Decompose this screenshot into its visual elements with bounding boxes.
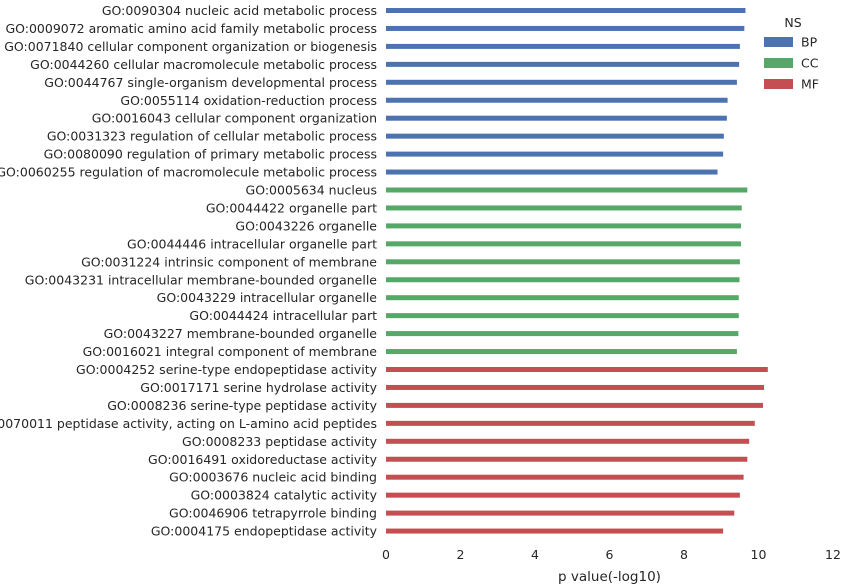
bar-9: [386, 151, 724, 157]
bar-19: [386, 331, 739, 337]
bar-22: [386, 384, 765, 390]
category-label-29: GO:0046906 tetrapyrrole binding: [169, 506, 377, 521]
bar-7: [386, 115, 727, 121]
bar-11: [386, 187, 748, 193]
category-label-15: GO:0031224 intrinsic component of membra…: [81, 254, 377, 269]
x-tick-label-12: 12: [825, 547, 841, 562]
legend-label-bp: BP: [801, 35, 818, 50]
category-label-22: GO:0017171 serine hydrolase activity: [140, 380, 377, 395]
bar-27: [386, 474, 744, 480]
bar-17: [386, 295, 739, 301]
x-tick-label-6: 6: [606, 547, 614, 562]
bar-3: [386, 43, 740, 49]
category-label-18: GO:0044424 intracellular part: [189, 308, 377, 323]
category-label-27: GO:0003676 nucleic acid binding: [169, 470, 377, 485]
legend-title: NS: [784, 15, 801, 30]
bar-18: [386, 313, 739, 319]
bar-26: [386, 456, 748, 462]
legend: NS BP CC MF: [764, 15, 819, 92]
bars-group: [386, 8, 768, 534]
x-tick-label-4: 4: [531, 547, 539, 562]
legend-label-cc: CC: [801, 56, 819, 71]
bar-5: [386, 79, 737, 85]
bar-13: [386, 223, 741, 229]
category-label-30: GO:0004175 endopeptidase activity: [151, 524, 378, 539]
bar-6: [386, 97, 728, 103]
bar-29: [386, 510, 735, 516]
category-label-5: GO:0044767 single-organism developmental…: [44, 75, 377, 90]
category-label-16: GO:0043231 intracellular membrane-bounde…: [25, 272, 378, 287]
category-label-6: GO:0055114 oxidation-reduction process: [120, 93, 377, 108]
bar-2: [386, 25, 745, 31]
bar-30: [386, 528, 724, 534]
x-tick-label-2: 2: [457, 547, 465, 562]
category-label-10: GO:0060255 regulation of macromolecule m…: [0, 165, 377, 180]
bar-24: [386, 420, 755, 426]
legend-items: BP CC MF: [764, 35, 819, 92]
x-axis-title: p value(-log10): [558, 569, 661, 585]
category-label-14: GO:0044446 intracellular organelle part: [127, 236, 377, 251]
category-labels: GO:0090304 nucleic acid metabolic proces…: [0, 3, 378, 539]
bar-8: [386, 133, 724, 139]
category-label-17: GO:0043229 intracellular organelle: [157, 290, 378, 305]
x-axis-ticks: 0 2 4 6 8 10 12: [382, 547, 841, 562]
legend-swatch-mf: [764, 79, 793, 89]
category-label-12: GO:0044422 organelle part: [206, 200, 377, 215]
category-label-25: GO:0008233 peptidase activity: [182, 434, 378, 449]
category-label-4: GO:0044260 cellular macromolecule metabo…: [30, 57, 377, 72]
bar-15: [386, 259, 740, 265]
category-label-7: GO:0016043 cellular component organizati…: [92, 111, 377, 126]
category-label-13: GO:0043226 organelle: [235, 218, 377, 233]
x-tick-label-0: 0: [382, 547, 390, 562]
bar-4: [386, 61, 740, 67]
category-label-3: GO:0071840 cellular component organizati…: [4, 39, 377, 54]
category-label-23: GO:0008236 serine-type peptidase activit…: [107, 398, 377, 413]
bar-14: [386, 241, 741, 247]
category-label-11: GO:0005634 nucleus: [246, 183, 377, 198]
bar-21: [386, 367, 768, 372]
category-label-1: GO:0090304 nucleic acid metabolic proces…: [102, 3, 377, 18]
bar-23: [386, 402, 763, 408]
bar-1: [386, 8, 746, 13]
bar-10: [386, 169, 718, 175]
category-label-24: GO:0070011 peptidase activity, acting on…: [0, 416, 377, 431]
category-label-26: GO:0016491 oxidoreductase activity: [148, 452, 378, 467]
category-label-28: GO:0003824 catalytic activity: [191, 488, 378, 503]
bar-12: [386, 205, 742, 211]
category-label-9: GO:0080090 regulation of primary metabol…: [44, 147, 377, 162]
bar-28: [386, 492, 740, 498]
legend-swatch-bp: [764, 37, 793, 47]
category-label-8: GO:0031323 regulation of cellular metabo…: [47, 129, 377, 144]
category-label-19: GO:0043227 membrane-bounded organelle: [104, 326, 378, 341]
x-tick-label-8: 8: [680, 547, 688, 562]
bar-20: [386, 349, 737, 355]
bar-25: [386, 438, 750, 444]
bar-16: [386, 277, 740, 283]
category-label-2: GO:0009072 aromatic amino acid family me…: [5, 21, 377, 36]
legend-swatch-cc: [764, 58, 793, 68]
legend-label-mf: MF: [801, 77, 819, 92]
x-tick-label-10: 10: [751, 547, 767, 562]
category-label-21: GO:0004252 serine-type endopeptidase act…: [76, 362, 378, 377]
category-label-20: GO:0016021 integral component of membran…: [83, 344, 378, 359]
